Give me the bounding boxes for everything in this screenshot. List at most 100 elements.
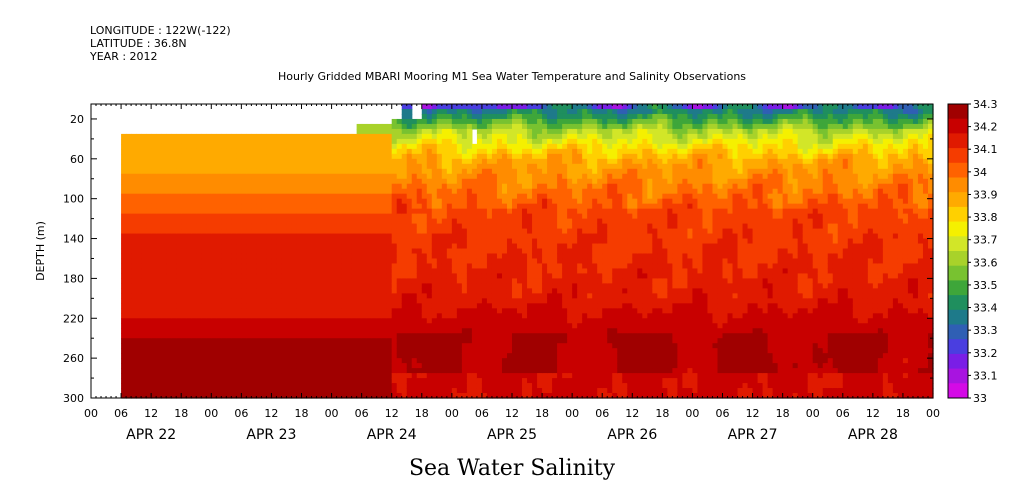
- salinity-cell: [226, 328, 232, 334]
- salinity-cell: [537, 153, 543, 160]
- salinity-cell: [186, 383, 192, 389]
- salinity-cell: [371, 293, 378, 299]
- salinity-cell: [251, 133, 257, 140]
- salinity-cell: [251, 188, 257, 195]
- salinity-cell: [136, 248, 142, 255]
- salinity-cell: [491, 188, 498, 195]
- salinity-cell: [346, 238, 353, 245]
- salinity-cell: [537, 303, 543, 309]
- salinity-cell: [436, 173, 443, 180]
- salinity-cell: [191, 253, 197, 260]
- salinity-cell: [532, 323, 538, 329]
- salinity-cell: [486, 318, 493, 324]
- salinity-cell: [151, 198, 157, 205]
- salinity-cell: [141, 343, 147, 349]
- salinity-cell: [246, 188, 252, 195]
- salinity-cell: [131, 278, 137, 284]
- salinity-cell: [186, 373, 192, 379]
- salinity-cell: [501, 388, 508, 394]
- salinity-cell: [562, 358, 568, 364]
- salinity-cell: [256, 218, 262, 225]
- salinity-cell: [316, 388, 323, 394]
- salinity-cell: [341, 278, 348, 284]
- salinity-cell: [391, 288, 398, 294]
- salinity-cell: [156, 138, 162, 145]
- salinity-cell: [261, 163, 268, 170]
- salinity-cell: [527, 143, 533, 150]
- salinity-cell: [411, 168, 418, 175]
- salinity-cell: [456, 243, 463, 250]
- salinity-cell: [216, 318, 222, 324]
- salinity-cell: [226, 183, 232, 190]
- salinity-cell: [201, 243, 207, 250]
- salinity-cell: [381, 268, 388, 275]
- salinity-cell: [461, 223, 468, 230]
- salinity-cell: [532, 393, 538, 399]
- salinity-cell: [366, 173, 373, 180]
- salinity-cell: [496, 283, 503, 289]
- salinity-cell: [186, 248, 192, 255]
- salinity-cell: [552, 163, 558, 170]
- salinity-cell: [336, 188, 343, 195]
- salinity-cell: [547, 338, 553, 344]
- salinity-cell: [226, 213, 232, 220]
- salinity-cell: [471, 178, 478, 185]
- salinity-cell: [271, 358, 278, 364]
- salinity-cell: [166, 353, 172, 359]
- salinity-cell: [567, 198, 573, 205]
- salinity-cell: [326, 293, 333, 299]
- salinity-cell: [326, 168, 333, 175]
- salinity-cell: [211, 343, 217, 349]
- salinity-cell: [281, 308, 288, 314]
- salinity-cell: [567, 393, 573, 399]
- salinity-cell: [156, 373, 162, 379]
- salinity-cell: [331, 253, 338, 260]
- salinity-cell: [171, 203, 177, 210]
- salinity-cell: [471, 348, 478, 354]
- salinity-cell: [231, 298, 237, 304]
- salinity-cell: [527, 123, 533, 130]
- salinity-cell: [436, 303, 443, 309]
- salinity-cell: [191, 263, 197, 270]
- salinity-cell: [336, 388, 343, 394]
- salinity-cell: [306, 158, 313, 165]
- salinity-cell: [321, 153, 328, 160]
- salinity-cell: [246, 133, 252, 140]
- salinity-cell: [161, 338, 167, 344]
- salinity-cell: [161, 243, 167, 250]
- salinity-cell: [156, 233, 162, 240]
- salinity-cell: [446, 133, 453, 140]
- salinity-cell: [366, 373, 373, 379]
- salinity-cell: [206, 338, 212, 344]
- salinity-cell: [246, 373, 252, 379]
- salinity-cell: [567, 378, 573, 384]
- salinity-cell: [366, 333, 373, 339]
- salinity-cell: [461, 268, 468, 275]
- salinity-cell: [156, 378, 162, 384]
- salinity-cell: [512, 223, 518, 230]
- salinity-cell: [221, 263, 227, 270]
- salinity-cell: [331, 388, 338, 394]
- salinity-cell: [376, 238, 383, 245]
- salinity-cell: [351, 203, 358, 210]
- salinity-cell: [506, 153, 513, 160]
- salinity-cell: [567, 104, 573, 110]
- salinity-cell: [446, 293, 453, 299]
- salinity-cell: [522, 138, 528, 145]
- salinity-cell: [391, 223, 398, 230]
- salinity-cell: [411, 153, 418, 160]
- salinity-cell: [296, 363, 303, 369]
- salinity-cell: [517, 348, 523, 354]
- salinity-cell: [306, 228, 313, 235]
- salinity-cell: [406, 258, 413, 265]
- salinity-cell: [186, 333, 192, 339]
- salinity-cell: [517, 328, 523, 334]
- salinity-cell: [471, 173, 478, 180]
- salinity-cell: [286, 358, 293, 364]
- salinity-cell: [496, 278, 503, 284]
- salinity-cell: [336, 393, 343, 399]
- salinity-cell: [376, 368, 383, 374]
- salinity-cell: [476, 238, 483, 245]
- salinity-cell: [161, 358, 167, 364]
- salinity-cell: [131, 153, 137, 160]
